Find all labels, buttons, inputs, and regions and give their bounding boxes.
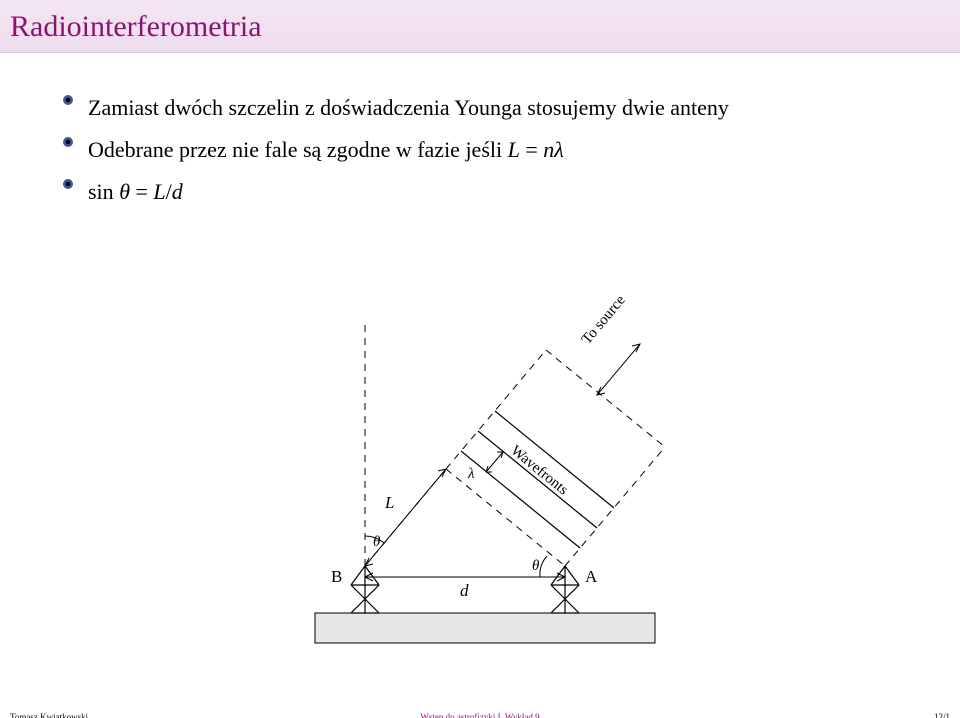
bullet-icon	[62, 94, 74, 106]
slide-title: Radiointerferometria	[10, 10, 262, 44]
math-n: n	[543, 137, 554, 162]
bullet-text-2: Odebrane przez nie fale są zgodne w fazi…	[88, 134, 564, 166]
label-L: L	[384, 493, 394, 512]
label-theta-right: θ	[532, 558, 540, 574]
label-to-source: To source	[579, 292, 629, 347]
bullet-item-2: Odebrane przez nie fale są zgodne w fazi…	[62, 134, 920, 166]
math-L: L	[153, 179, 165, 204]
baseline-arrow	[365, 573, 565, 581]
math-lambda: λ	[554, 137, 564, 162]
label-A: A	[585, 567, 598, 586]
antenna-a	[551, 566, 579, 613]
bullet-icon	[62, 178, 74, 190]
math-sin: sin	[88, 179, 119, 204]
footer-title: Wstęp do astrofizyki I, Wykład 9	[0, 712, 960, 718]
math-theta: θ	[119, 179, 130, 204]
antenna-b	[351, 566, 379, 613]
label-theta-left: θ	[373, 534, 381, 550]
text-fragment: Odebrane przez nie fale są zgodne w fazi…	[88, 137, 508, 162]
bullet-item-3: sin θ = L/d	[62, 176, 920, 208]
interferometer-diagram: B A d L θ θ λ To source Wavefronts	[285, 280, 685, 660]
to-source-arrow	[597, 344, 640, 395]
math-L: L	[508, 137, 520, 162]
lambda-arrow	[486, 452, 503, 472]
math-eq: =	[520, 137, 543, 162]
theta-arc-right	[540, 556, 547, 577]
bullet-item-1: Zamiast dwóch szczelin z doświadczenia Y…	[62, 92, 920, 124]
ground-rect	[315, 613, 655, 643]
label-wavefronts: Wavefronts	[507, 443, 571, 499]
content-area: Zamiast dwóch szczelin z doświadczenia Y…	[62, 92, 920, 218]
label-d: d	[460, 581, 469, 600]
label-B: B	[331, 567, 342, 586]
bullet-text-1: Zamiast dwóch szczelin z doświadczenia Y…	[88, 92, 729, 124]
footer-page: 12/1	[934, 712, 950, 718]
bullet-text-3: sin θ = L/d	[88, 176, 183, 208]
label-lambda: λ	[467, 466, 475, 482]
wavefronts-lines	[461, 411, 614, 548]
math-d: d	[172, 179, 183, 204]
math-eq: =	[130, 179, 153, 204]
bullet-icon	[62, 136, 74, 148]
